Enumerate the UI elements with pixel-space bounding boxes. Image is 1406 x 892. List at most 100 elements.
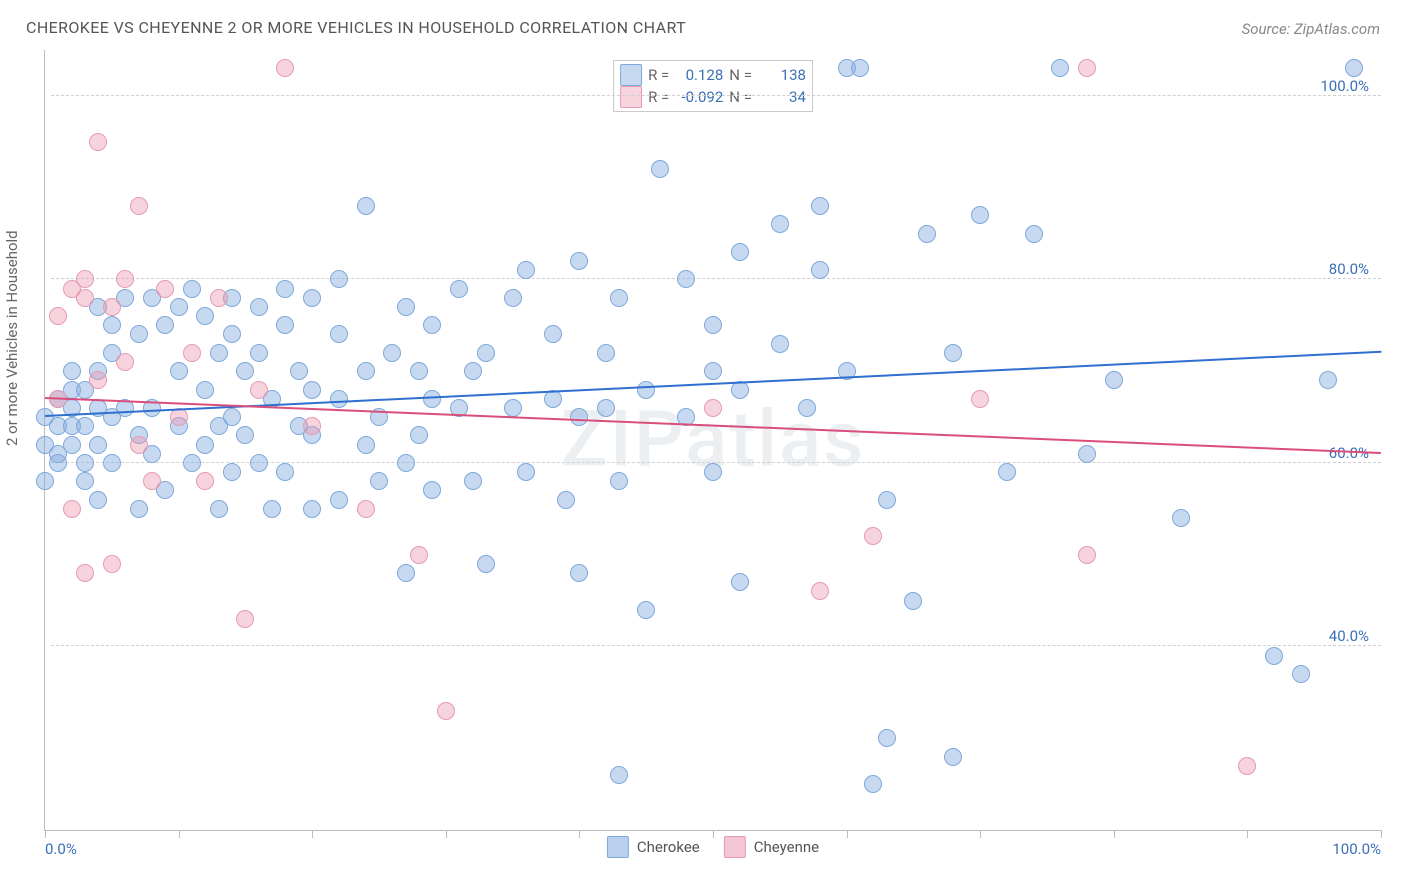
data-point [504,289,522,307]
r-label: R = [648,64,669,86]
data-point [357,362,375,380]
data-point [464,362,482,380]
data-point [196,307,214,325]
data-point [250,344,268,362]
data-point [811,261,829,279]
data-point [1265,647,1283,665]
data-point [303,381,321,399]
data-point [49,454,67,472]
data-point [864,527,882,545]
y-tick-label: 100.0% [1320,77,1369,95]
data-point [637,381,655,399]
data-point [250,381,268,399]
x-tick [446,830,447,838]
data-point [517,261,535,279]
data-point [557,491,575,509]
data-point [276,316,294,334]
data-point [183,454,201,472]
r-label: R = [648,86,669,108]
data-point [116,270,134,288]
data-point [170,362,188,380]
plot-area: ZIPatlas R = 0.128 N = 138 R = -0.092 N … [44,50,1381,831]
data-point [1319,371,1337,389]
data-point [1238,757,1256,775]
legend-label-cherokee: Cherokee [637,838,700,856]
data-point [410,546,428,564]
data-point [250,298,268,316]
data-point [1078,445,1096,463]
data-point [236,610,254,628]
data-point [383,344,401,362]
data-point [610,766,628,784]
data-point [76,289,94,307]
data-point [864,775,882,793]
data-point [410,362,428,380]
x-tick [179,830,180,838]
x-max-label: 100.0% [1332,840,1381,858]
data-point [103,454,121,472]
data-point [464,472,482,490]
data-point [570,408,588,426]
data-point [170,298,188,316]
data-point [89,436,107,454]
r-value-cherokee: 0.128 [675,64,723,86]
data-point [450,280,468,298]
data-point [370,472,388,490]
data-point [704,362,722,380]
data-point [918,225,936,243]
data-point [944,748,962,766]
data-point [76,564,94,582]
data-point [196,436,214,454]
data-point [811,582,829,600]
legend-label-cheyenne: Cheyenne [754,838,819,856]
data-point [811,197,829,215]
data-point [276,463,294,481]
data-point [998,463,1016,481]
data-point [423,481,441,499]
data-point [89,133,107,151]
n-label: N = [729,86,752,108]
data-point [637,601,655,619]
data-point [290,362,308,380]
data-point [223,325,241,343]
series-legend: Cherokee Cheyenne [607,836,819,858]
data-point [704,399,722,417]
legend-item-cherokee: Cherokee [607,836,700,858]
data-point [610,472,628,490]
gridline [51,95,1381,96]
swatch-cherokee [607,836,629,858]
data-point [597,399,615,417]
correlation-legend: R = 0.128 N = 138 R = -0.092 N = 34 [613,60,813,112]
swatch-cherokee [620,64,642,86]
data-point [63,436,81,454]
data-point [130,197,148,215]
data-point [276,59,294,77]
data-point [397,454,415,472]
x-tick [847,830,848,838]
data-point [944,344,962,362]
x-tick [1114,830,1115,838]
n-label: N = [729,64,752,86]
y-tick-label: 40.0% [1329,627,1369,645]
data-point [89,491,107,509]
data-point [570,252,588,270]
data-point [76,454,94,472]
data-point [156,316,174,334]
data-point [143,472,161,490]
x-tick [1381,830,1382,838]
data-point [89,371,107,389]
data-point [76,417,94,435]
data-point [330,270,348,288]
legend-row-cherokee: R = 0.128 N = 138 [620,64,806,86]
data-point [156,280,174,298]
data-point [236,426,254,444]
data-point [731,573,749,591]
data-point [76,270,94,288]
data-point [610,289,628,307]
x-tick [45,830,46,838]
data-point [210,500,228,518]
data-point [971,390,989,408]
data-point [330,491,348,509]
x-tick [579,830,580,838]
data-point [303,289,321,307]
